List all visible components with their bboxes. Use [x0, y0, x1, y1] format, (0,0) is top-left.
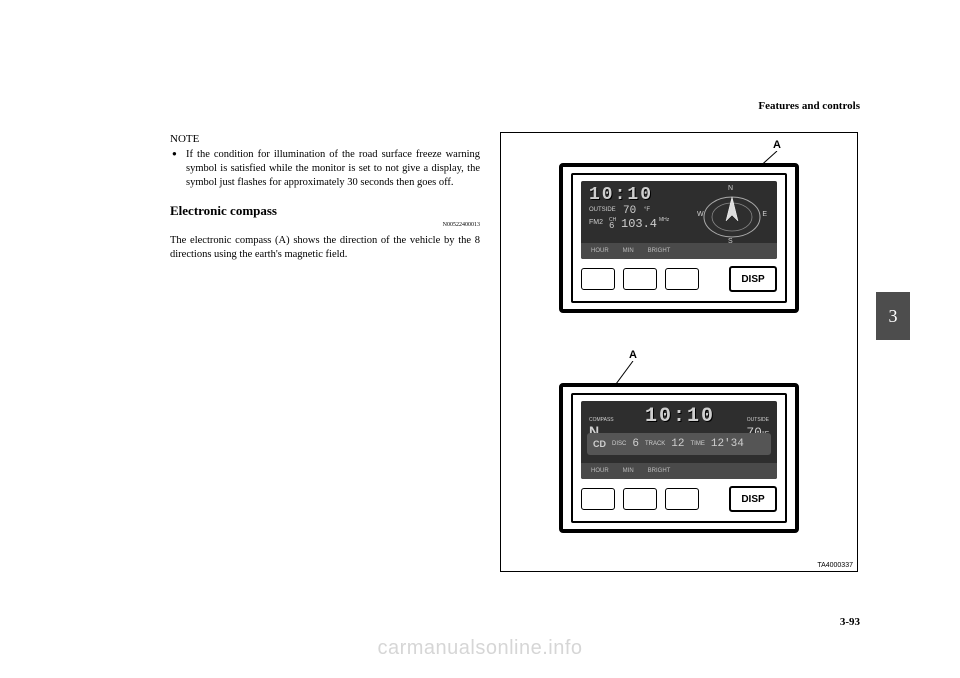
page-header: Features and controls: [170, 100, 860, 112]
disp-label: DISP: [741, 494, 764, 505]
clock-readout: 10:10: [645, 405, 715, 428]
disp-button[interactable]: DISP: [729, 266, 777, 292]
time-label: TIME: [691, 441, 705, 447]
disc-label: DISC: [612, 441, 626, 447]
compass-e: E: [762, 211, 767, 218]
section-code: N00522400013: [170, 222, 480, 230]
bar-hour: HOUR: [591, 468, 609, 474]
bar-bright: BRIGHT: [648, 468, 671, 474]
button-row: DISP: [581, 485, 777, 513]
disp-button[interactable]: DISP: [729, 486, 777, 512]
bar-hour: HOUR: [591, 248, 609, 254]
callout-a-1: A: [773, 139, 781, 151]
callout-a-2: A: [629, 349, 637, 361]
compass-graphic: N E S W: [697, 187, 767, 243]
hour-button[interactable]: [581, 268, 615, 290]
display-unit-1: 10:10 OUTSIDE 70 °F FM2 CH 6 103.4 MHz H…: [559, 163, 799, 313]
note-list: If the condition for illumination of the…: [170, 148, 480, 189]
outside-label: OUTSIDE: [589, 207, 616, 213]
min-button[interactable]: [623, 268, 657, 290]
figure-box: A 10:10 OUTSIDE 70 °F FM2 CH 6 103.4 MHz: [500, 132, 858, 572]
temp-readout: 70: [623, 205, 636, 217]
watermark: carmanualsonline.info: [0, 637, 960, 660]
track-label: TRACK: [645, 441, 665, 447]
freq-unit: MHz: [659, 217, 669, 223]
compass-s: S: [728, 238, 733, 245]
lcd-screen-2: COMPASS N 10:10 OUTSIDE 70°F CD: [581, 401, 777, 479]
page-number: 3-93: [840, 616, 860, 628]
bright-button[interactable]: [665, 268, 699, 290]
hour-button[interactable]: [581, 488, 615, 510]
bottom-bar: HOUR MIN BRIGHT: [581, 243, 777, 259]
clock-readout: 10:10: [589, 185, 653, 205]
bar-min: MIN: [623, 468, 634, 474]
band-label: FM2: [589, 219, 603, 226]
track-number: 12: [671, 438, 684, 450]
ch-number: 6: [609, 221, 614, 231]
compass-n: N: [728, 185, 733, 192]
bottom-bar: HOUR MIN BRIGHT: [581, 463, 777, 479]
chapter-tab: 3: [876, 292, 910, 340]
min-button[interactable]: [623, 488, 657, 510]
button-row: DISP: [581, 265, 777, 293]
disp-label: DISP: [741, 274, 764, 285]
section-body: The electronic compass (A) shows the dir…: [170, 234, 480, 261]
note-label: NOTE: [170, 132, 480, 146]
freq-readout: 103.4: [621, 217, 657, 231]
bezel-inner: COMPASS N 10:10 OUTSIDE 70°F CD: [571, 393, 787, 523]
time-readout: 12'34: [711, 438, 744, 450]
cd-label: CD: [593, 439, 606, 449]
temp-unit: °F: [644, 207, 650, 213]
bright-button[interactable]: [665, 488, 699, 510]
lcd-screen-1: 10:10 OUTSIDE 70 °F FM2 CH 6 103.4 MHz H…: [581, 181, 777, 259]
section-title: Electronic compass: [170, 203, 480, 220]
compass-w: W: [697, 211, 704, 218]
text-column: NOTE If the condition for illumination o…: [170, 132, 480, 261]
figure-id: TA4000337: [817, 562, 853, 569]
display-unit-2: COMPASS N 10:10 OUTSIDE 70°F CD: [559, 383, 799, 533]
note-item: If the condition for illumination of the…: [186, 148, 480, 189]
cd-row: CD DISC 6 TRACK 12 TIME 12'34: [587, 433, 771, 455]
manual-page: Features and controls NOTE If the condit…: [170, 100, 860, 600]
bar-bright: BRIGHT: [648, 248, 671, 254]
disc-number: 6: [632, 438, 639, 450]
bar-min: MIN: [623, 248, 634, 254]
bezel-inner: 10:10 OUTSIDE 70 °F FM2 CH 6 103.4 MHz H…: [571, 173, 787, 303]
